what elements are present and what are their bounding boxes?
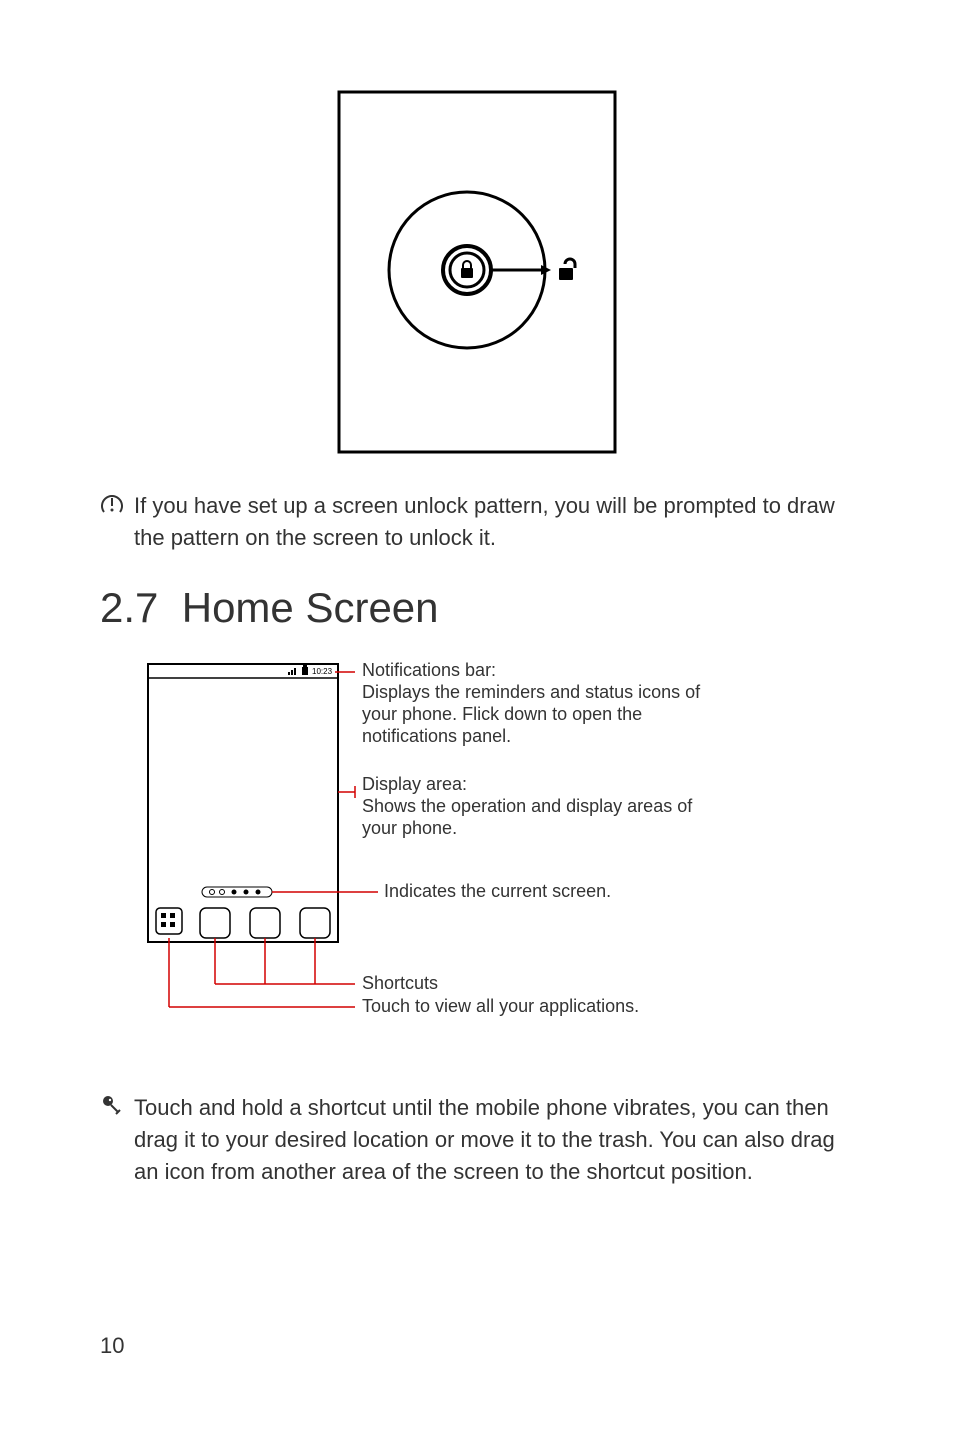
callout-notifications-title: Notifications bar: bbox=[362, 662, 496, 680]
home-screen-diagram: 10:23 Notifications bar: Displays the re… bbox=[130, 662, 850, 1062]
section-number: 2.7 bbox=[100, 584, 158, 631]
callout-notifications-line2: your phone. Flick down to open the bbox=[362, 704, 642, 724]
caution-note: If you have set up a screen unlock patte… bbox=[100, 490, 854, 554]
svg-text:10:23: 10:23 bbox=[312, 667, 333, 676]
tip-text: Touch and hold a shortcut until the mobi… bbox=[134, 1092, 854, 1188]
callout-shortcuts: Shortcuts bbox=[362, 973, 438, 993]
callout-all-apps: Touch to view all your applications. bbox=[362, 996, 639, 1016]
callout-notifications-line1: Displays the reminders and status icons … bbox=[362, 682, 701, 702]
callout-notifications-line3: notifications panel. bbox=[362, 726, 511, 746]
tip-icon bbox=[100, 1094, 124, 1118]
page-number: 10 bbox=[100, 1333, 124, 1359]
lock-swipe-diagram bbox=[337, 90, 617, 460]
callout-display-title: Display area: bbox=[362, 774, 467, 794]
section-title-text: Home Screen bbox=[182, 584, 439, 631]
callout-display-line1: Shows the operation and display areas of bbox=[362, 796, 693, 816]
caution-text: If you have set up a screen unlock patte… bbox=[134, 490, 854, 554]
callout-current-screen: Indicates the current screen. bbox=[384, 881, 611, 901]
section-heading: 2.7 Home Screen bbox=[100, 584, 854, 632]
caution-icon bbox=[100, 492, 124, 516]
tip-note: Touch and hold a shortcut until the mobi… bbox=[100, 1092, 854, 1188]
callout-display-line2: your phone. bbox=[362, 818, 457, 838]
